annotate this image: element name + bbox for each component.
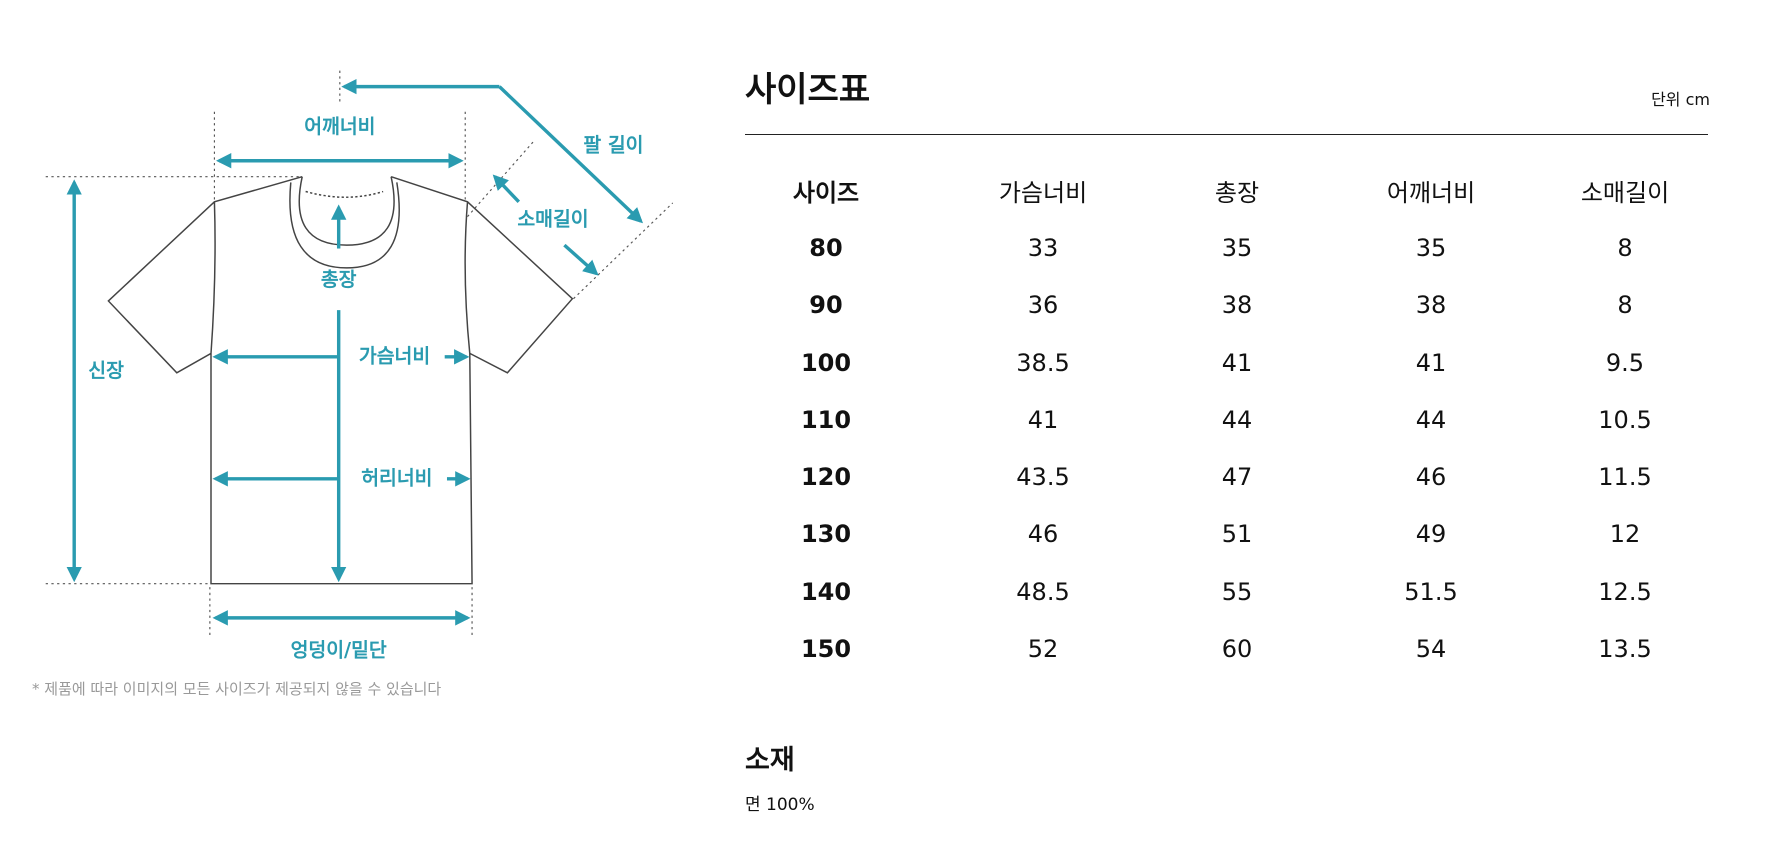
value-cell: 49 xyxy=(1415,520,1447,549)
table-row: 120 43.5 47 46 11.5 xyxy=(745,448,1708,505)
size-cell: 90 xyxy=(809,291,843,320)
table-row: 100 38.5 41 41 9.5 xyxy=(745,334,1708,391)
label-waist: 허리너비 xyxy=(361,466,432,489)
value-cell: 38.5 xyxy=(1016,348,1070,377)
value-cell: 47 xyxy=(1221,463,1253,492)
header-cell: 가슴너비 xyxy=(998,179,1088,208)
header-cell: 소매길이 xyxy=(1580,179,1670,208)
value-cell: 46 xyxy=(1027,520,1059,549)
value-cell: 13.5 xyxy=(1598,635,1652,664)
value-cell: 54 xyxy=(1415,635,1447,664)
value-cell: 12.5 xyxy=(1598,577,1652,606)
material-value: 면 100% xyxy=(745,795,815,815)
value-cell: 8 xyxy=(1617,291,1633,320)
label-sleeve-length: 소매길이 xyxy=(517,208,588,231)
value-cell: 48.5 xyxy=(1016,577,1070,606)
label-total-length: 총장 xyxy=(321,268,357,291)
table-header: 사이즈 가슴너비 총장 어깨너비 소매길이 xyxy=(745,162,1708,219)
tshirt-outline xyxy=(107,175,574,585)
value-cell: 38 xyxy=(1415,291,1447,320)
header-cell: 어깨너비 xyxy=(1386,179,1476,208)
value-cell: 8 xyxy=(1617,233,1633,262)
table-row: 150 52 60 54 13.5 xyxy=(745,620,1708,677)
value-cell: 11.5 xyxy=(1598,463,1652,492)
tshirt-measurement-diagram: 어깨너비 팔 길이 소매길이 총장 신장 가슴너비 허리너비 엉덩이/밑단 xyxy=(45,70,674,661)
value-cell: 52 xyxy=(1027,635,1059,664)
value-cell: 55 xyxy=(1221,577,1253,606)
value-cell: 35 xyxy=(1221,233,1253,262)
divider xyxy=(745,134,1708,135)
diagram-note: * 제품에 따라 이미지의 모든 사이즈가 제공되지 않을 수 있습니다 xyxy=(32,680,442,698)
label-shoulder: 어깨너비 xyxy=(304,115,375,138)
label-arm-length: 팔 길이 xyxy=(583,133,643,156)
value-cell: 41 xyxy=(1027,405,1059,434)
value-cell: 41 xyxy=(1415,348,1447,377)
size-cell: 150 xyxy=(800,635,852,664)
size-table: 사이즈 가슴너비 총장 어깨너비 소매길이 80 33 35 35 8 90 36 38 38 8… xyxy=(745,162,1708,678)
value-cell: 46 xyxy=(1415,463,1447,492)
value-cell: 43.5 xyxy=(1016,463,1070,492)
size-cell: 140 xyxy=(800,577,852,606)
table-row: 140 48.5 55 51.5 12.5 xyxy=(745,563,1708,620)
value-cell: 41 xyxy=(1221,348,1253,377)
label-chest: 가슴너비 xyxy=(359,344,430,367)
size-cell: 120 xyxy=(800,463,852,492)
label-height: 신장 xyxy=(88,359,124,382)
size-cell: 110 xyxy=(800,405,852,434)
unit-label: 단위 cm xyxy=(1651,90,1710,109)
size-chart-title: 사이즈표 xyxy=(745,70,871,110)
value-cell: 36 xyxy=(1027,291,1059,320)
value-cell: 51.5 xyxy=(1404,577,1458,606)
guide-lines xyxy=(45,70,674,639)
table-row: 90 36 38 38 8 xyxy=(745,277,1708,334)
measurement-labels: 어깨너비 팔 길이 소매길이 총장 신장 가슴너비 허리너비 엉덩이/밑단 xyxy=(88,115,643,661)
material-title: 소재 xyxy=(745,745,795,776)
header-cell: 사이즈 xyxy=(792,179,860,208)
table-row: 110 41 44 44 10.5 xyxy=(745,391,1708,448)
size-cell: 80 xyxy=(809,233,843,262)
size-cell: 130 xyxy=(800,520,852,549)
header-cell: 총장 xyxy=(1214,179,1260,208)
value-cell: 44 xyxy=(1415,405,1447,434)
size-cell: 100 xyxy=(800,348,852,377)
table-row: 130 46 51 49 12 xyxy=(745,506,1708,563)
table-row: 80 33 35 35 8 xyxy=(745,219,1708,276)
measurement-arrows xyxy=(66,78,644,626)
value-cell: 9.5 xyxy=(1605,348,1645,377)
value-cell: 33 xyxy=(1027,233,1059,262)
value-cell: 60 xyxy=(1221,635,1253,664)
label-hem: 엉덩이/밑단 xyxy=(291,638,387,661)
value-cell: 10.5 xyxy=(1598,405,1652,434)
value-cell: 44 xyxy=(1221,405,1253,434)
value-cell: 51 xyxy=(1221,520,1253,549)
value-cell: 35 xyxy=(1415,233,1447,262)
value-cell: 38 xyxy=(1221,291,1253,320)
value-cell: 12 xyxy=(1609,520,1641,549)
